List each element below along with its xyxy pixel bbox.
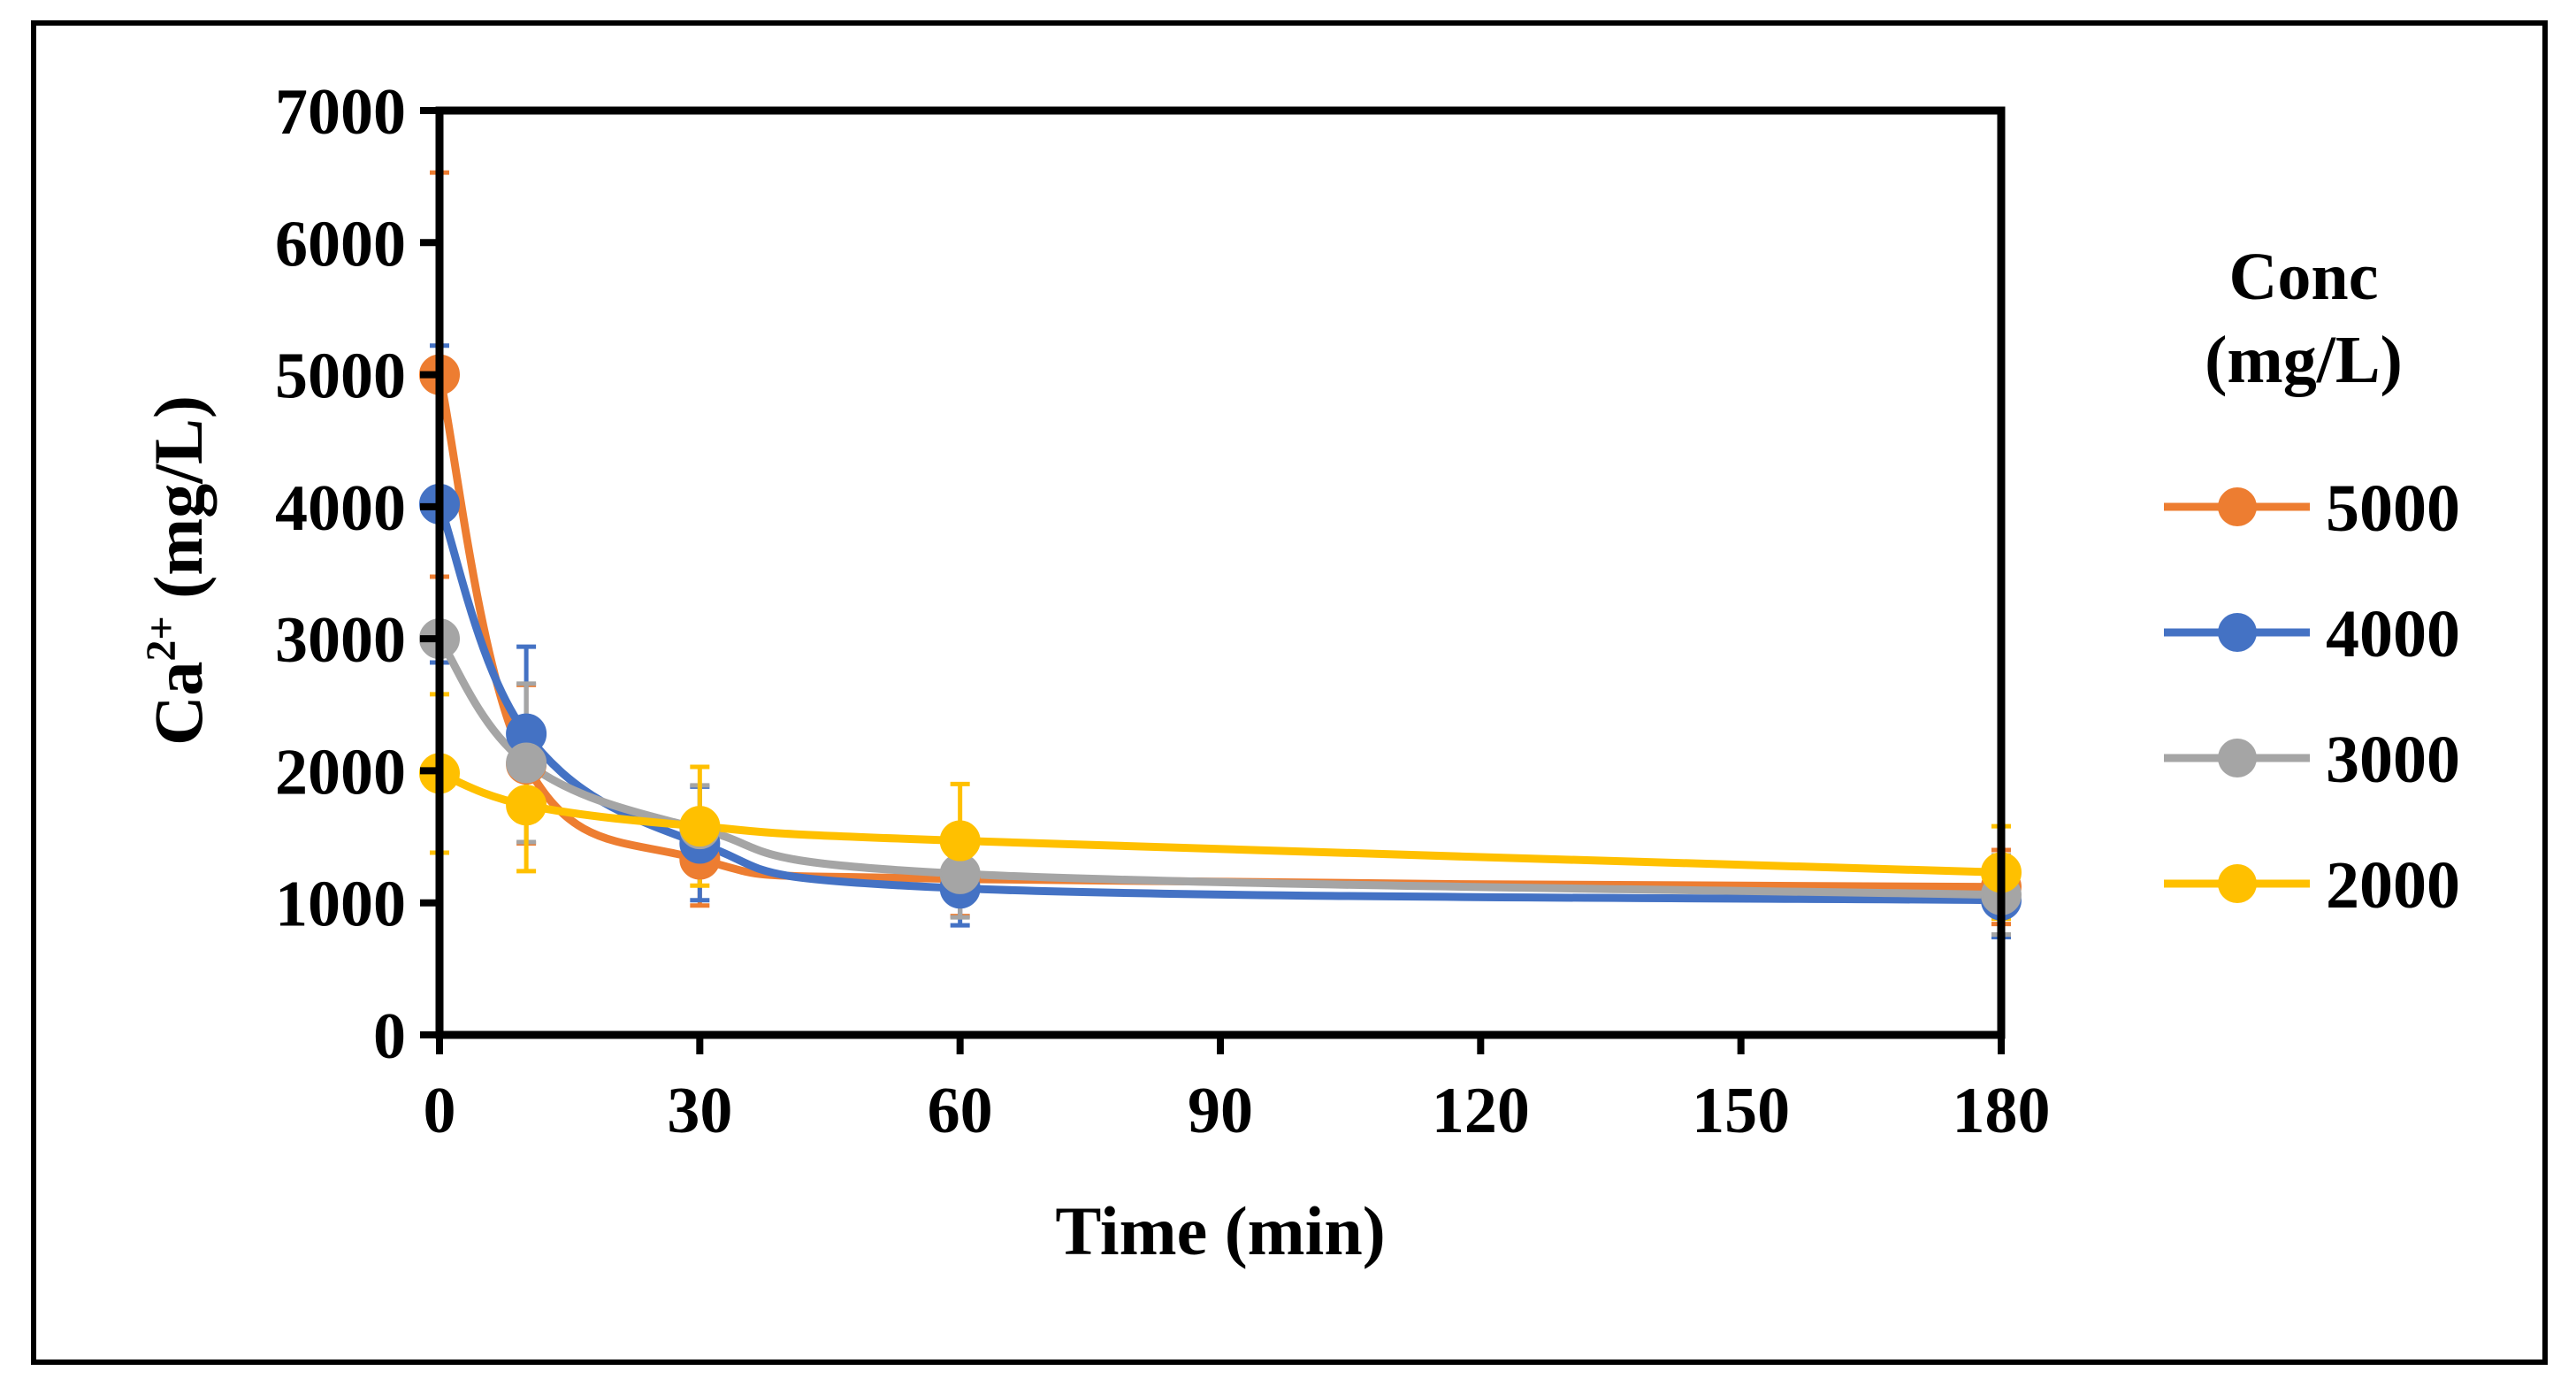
y-axis-title-superscript: 2+ xyxy=(138,616,185,661)
legend-swatch-marker xyxy=(2218,613,2257,652)
y-tick-label: 2000 xyxy=(275,736,406,808)
y-tick-label: 4000 xyxy=(275,472,406,545)
x-tick-label: 120 xyxy=(1432,1075,1530,1147)
data-point-2000 xyxy=(939,820,981,862)
y-axis-title: Ca2+ (mg/L) xyxy=(138,395,217,746)
axis-ticks-layer: 0 1000 2000 3000 4000 5000 6000 7000 0 30 60 90 120 1… xyxy=(275,76,2051,1147)
legend-item-4000: 4000 xyxy=(2164,597,2460,671)
legend-label: 4000 xyxy=(2326,597,2460,671)
legend: 5000 4000 3000 2000 xyxy=(2164,471,2460,923)
legend-item-5000: 5000 xyxy=(2164,471,2460,546)
legend-label: 2000 xyxy=(2326,848,2460,923)
legend-label: 5000 xyxy=(2326,471,2460,546)
x-tick-label: 0 xyxy=(424,1075,456,1147)
y-tick-label: 1000 xyxy=(275,869,406,941)
x-tick-label: 30 xyxy=(667,1075,732,1147)
data-point-3000 xyxy=(506,742,547,784)
x-tick-label: 150 xyxy=(1692,1075,1790,1147)
legend-title-line1: Conc xyxy=(2229,240,2379,314)
x-axis-title: Time (min) xyxy=(1055,1192,1385,1269)
figure-frame xyxy=(31,20,2548,1365)
data-point-2000 xyxy=(679,806,721,847)
y-tick-label: 0 xyxy=(373,1000,406,1073)
y-tick-label: 3000 xyxy=(275,604,406,677)
y-tick-label: 7000 xyxy=(275,76,406,149)
legend-swatch-marker xyxy=(2218,864,2257,903)
markers-layer xyxy=(419,354,2022,921)
legend-item-3000: 3000 xyxy=(2164,723,2460,797)
series-line-4000 xyxy=(435,500,2006,905)
legend-swatch-marker xyxy=(2218,487,2257,526)
y-axis-title-units: (mg/L) xyxy=(140,395,217,616)
legend-label: 3000 xyxy=(2326,723,2460,797)
y-tick-label: 6000 xyxy=(275,208,406,280)
legend-item-2000: 2000 xyxy=(2164,848,2460,923)
x-tick-label: 180 xyxy=(1953,1075,2051,1147)
legend-title-line2: (mg/L) xyxy=(2205,323,2403,397)
x-tick-label: 60 xyxy=(928,1075,993,1147)
y-tick-label: 5000 xyxy=(275,341,406,413)
legend-swatch-marker xyxy=(2218,739,2257,777)
data-point-2000 xyxy=(506,785,547,826)
y-axis-title-main: Ca xyxy=(140,662,217,746)
x-tick-label: 90 xyxy=(1188,1075,1253,1147)
